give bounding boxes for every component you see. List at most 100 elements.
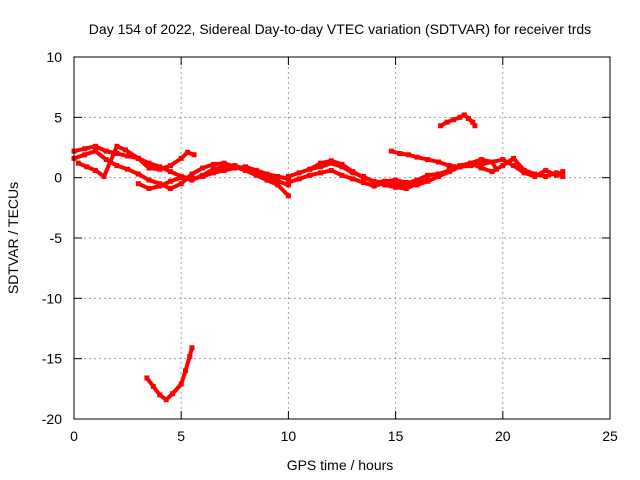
data-point	[478, 165, 484, 171]
data-point	[189, 171, 195, 177]
y-tick-label: 10	[46, 49, 62, 65]
data-point	[318, 160, 324, 166]
x-tick-label: 5	[177, 428, 185, 444]
data-point	[285, 173, 291, 179]
data-point	[307, 172, 313, 178]
data-point	[144, 375, 150, 381]
data-point	[125, 153, 131, 159]
data-point	[82, 152, 88, 158]
data-point	[275, 182, 281, 188]
data-point	[82, 146, 88, 152]
data-point	[210, 170, 216, 176]
data-point	[388, 148, 394, 154]
data-point	[560, 173, 566, 179]
axis-ticks: 0 5 10 15 20 25 -20 -15 -10 -5 0 5 10	[42, 49, 618, 444]
x-tick-label: 0	[70, 428, 78, 444]
data-point	[200, 172, 206, 178]
data-point	[92, 167, 98, 173]
data-point	[146, 165, 152, 171]
data-point	[185, 149, 191, 155]
data-point	[339, 161, 345, 167]
data-point	[461, 112, 467, 118]
data-point	[103, 148, 109, 154]
data-point	[167, 186, 173, 192]
data-point	[328, 167, 334, 173]
data-point	[405, 152, 411, 158]
data-point	[425, 172, 431, 178]
x-tick-label: 25	[602, 428, 618, 444]
data-point	[232, 163, 238, 169]
x-tick-label: 15	[388, 428, 404, 444]
data-point	[414, 181, 420, 187]
data-point	[187, 353, 193, 359]
data-point	[210, 161, 216, 167]
y-tick-label: -15	[42, 351, 62, 367]
data-point	[285, 193, 291, 199]
data-point	[125, 166, 131, 172]
data-point	[500, 157, 506, 163]
data-point	[210, 166, 216, 172]
data-point	[489, 169, 495, 175]
data-point	[114, 163, 120, 169]
data-point	[307, 166, 313, 172]
data-point	[532, 171, 538, 177]
data-point	[543, 167, 549, 173]
data-point	[178, 181, 184, 187]
data-point	[135, 171, 141, 177]
data-point	[221, 160, 227, 166]
data-point	[472, 123, 478, 129]
data-point	[146, 186, 152, 192]
data-point	[457, 164, 463, 170]
data-point	[478, 157, 484, 163]
data-point	[191, 152, 197, 158]
data-point	[296, 170, 302, 176]
data-point	[450, 117, 456, 123]
data-point	[170, 391, 176, 397]
data-point	[414, 154, 420, 160]
data-point	[178, 381, 184, 387]
data-point	[403, 186, 409, 192]
data-point	[114, 143, 120, 149]
data-point	[397, 151, 403, 157]
data-point	[103, 157, 109, 163]
data-point	[360, 175, 366, 181]
data-point	[253, 170, 259, 176]
data-point	[318, 164, 324, 170]
y-tick-label: -20	[42, 411, 62, 427]
data-point	[92, 148, 98, 154]
x-axis-label: GPS time / hours	[287, 457, 394, 473]
data-point	[478, 161, 484, 167]
x-tick-label: 20	[495, 428, 511, 444]
data-point	[178, 155, 184, 161]
data-point	[446, 163, 452, 169]
data-point	[468, 160, 474, 166]
data-point	[157, 183, 163, 189]
data-point	[470, 119, 476, 125]
data-point	[382, 182, 388, 188]
data-point	[275, 178, 281, 184]
data-point	[435, 159, 441, 165]
data-point	[425, 177, 431, 183]
data-point	[167, 163, 173, 169]
data-point	[163, 397, 169, 403]
data-point	[350, 176, 356, 182]
data-point	[243, 166, 249, 172]
y-tick-label: 0	[54, 170, 62, 186]
data-point	[296, 176, 302, 182]
data-point	[543, 173, 549, 179]
data-point	[500, 163, 506, 169]
y-axis-label: SDTVAR / TECUs	[5, 182, 21, 294]
data-point	[75, 160, 81, 166]
data-point	[438, 123, 444, 129]
data-point	[393, 184, 399, 190]
data-point	[150, 383, 156, 389]
data-point	[264, 173, 270, 179]
data-point	[200, 165, 206, 171]
data-point	[371, 178, 377, 184]
data-point	[444, 119, 450, 125]
data-point	[157, 166, 163, 172]
data-point	[264, 177, 270, 183]
data-point	[275, 173, 281, 179]
y-tick-label: -10	[42, 290, 62, 306]
data-point	[167, 178, 173, 184]
